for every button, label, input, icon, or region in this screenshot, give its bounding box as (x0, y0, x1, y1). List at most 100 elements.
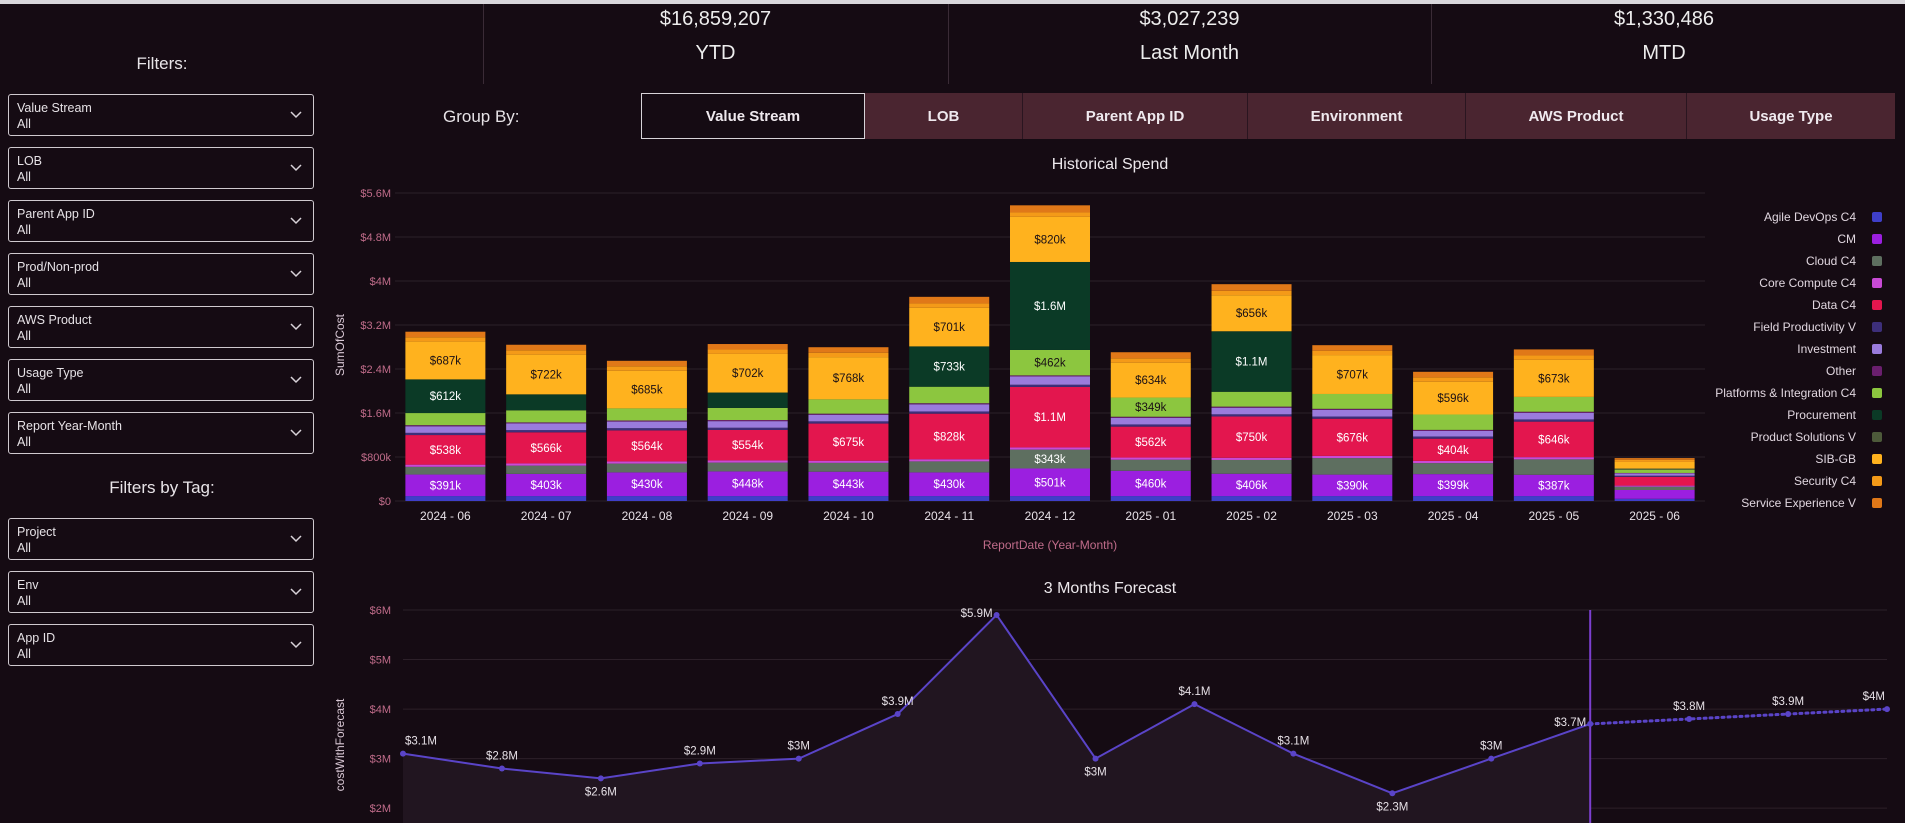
bar-segment-cloud-c4[interactable] (808, 462, 889, 472)
bar-segment-sib-gb[interactable] (1614, 461, 1695, 469)
bar-segment-security-c4[interactable] (405, 337, 486, 342)
data-point[interactable] (1290, 750, 1297, 757)
bar-segment-data-c4[interactable] (405, 435, 486, 465)
bar-segment-service-experience-v[interactable] (405, 331, 486, 338)
bar-segment-cm[interactable] (909, 472, 990, 497)
tab-lob[interactable]: LOB (865, 93, 1023, 139)
bar-segment-platforms-integration-c4[interactable] (1110, 397, 1191, 417)
bar-segment-cloud-c4[interactable] (1010, 449, 1090, 469)
bar-segment-platforms-integration-c4[interactable] (808, 399, 889, 414)
data-point[interactable] (1389, 790, 1396, 797)
bar-segment-procurement[interactable] (1211, 331, 1292, 392)
legend-swatch[interactable] (1872, 432, 1882, 442)
bar-segment-sib-gb[interactable] (1513, 359, 1594, 397)
bar-segment-agile-devops-c4[interactable] (1513, 496, 1594, 501)
bar-segment-other[interactable] (405, 425, 486, 427)
bar-segment-cloud-c4[interactable] (405, 466, 486, 475)
bar-segment-core-compute-c4[interactable] (1413, 460, 1494, 464)
bar-segment-field-productivity-v[interactable] (1211, 414, 1292, 417)
legend-swatch[interactable] (1872, 388, 1882, 398)
legend-swatch[interactable] (1872, 410, 1882, 420)
data-point[interactable] (1488, 755, 1495, 762)
bar-segment-service-experience-v[interactable] (1513, 349, 1594, 356)
bar-segment-service-experience-v[interactable] (1614, 458, 1695, 460)
bar-segment-service-experience-v[interactable] (1110, 352, 1191, 359)
filter-usage-type[interactable]: Usage Type All (8, 359, 314, 401)
bar-segment-security-c4[interactable] (1312, 350, 1393, 356)
legend-swatch[interactable] (1872, 476, 1882, 486)
bar-segment-sib-gb[interactable] (606, 370, 687, 409)
bar-segment-field-productivity-v[interactable] (1513, 419, 1594, 422)
bar-segment-platforms-integration-c4[interactable] (1413, 414, 1494, 430)
tab-value-stream[interactable]: Value Stream (641, 93, 865, 139)
legend-swatch[interactable] (1872, 278, 1882, 288)
bar-segment-cm[interactable] (606, 472, 687, 497)
bar-segment-field-productivity-v[interactable] (1614, 475, 1695, 477)
bar-segment-other[interactable] (1513, 411, 1594, 413)
bar-segment-security-c4[interactable] (808, 352, 889, 358)
legend-swatch[interactable] (1872, 498, 1882, 508)
bar-segment-platforms-integration-c4[interactable] (1614, 469, 1695, 473)
bar-segment-security-c4[interactable] (1010, 212, 1090, 217)
bar-segment-other[interactable] (1614, 472, 1695, 474)
bar-segment-cloud-c4[interactable] (909, 461, 990, 473)
bar-segment-core-compute-c4[interactable] (506, 463, 587, 466)
bar-segment-cm[interactable] (707, 471, 788, 497)
bar-segment-service-experience-v[interactable] (506, 344, 587, 351)
bar-segment-security-c4[interactable] (1614, 459, 1695, 462)
bar-segment-cloud-c4[interactable] (1513, 459, 1594, 475)
bar-segment-product-solutions-v[interactable] (1614, 468, 1695, 470)
filter-aws-product[interactable]: AWS Product All (8, 306, 314, 348)
bar-segment-field-productivity-v[interactable] (506, 430, 587, 433)
bar-segment-core-compute-c4[interactable] (1513, 457, 1594, 460)
bar-segment-core-compute-c4[interactable] (1110, 457, 1191, 460)
bar-segment-agile-devops-c4[interactable] (1312, 496, 1393, 501)
bar-segment-cm[interactable] (1110, 470, 1191, 497)
bar-segment-core-compute-c4[interactable] (1312, 455, 1393, 459)
bar-segment-sib-gb[interactable] (909, 307, 990, 347)
bar-segment-security-c4[interactable] (1513, 355, 1594, 360)
legend-swatch[interactable] (1872, 454, 1882, 464)
bar-segment-field-productivity-v[interactable] (606, 428, 687, 431)
bar-segment-agile-devops-c4[interactable] (1110, 496, 1191, 501)
bar-segment-field-productivity-v[interactable] (707, 427, 788, 430)
bar-segment-investment[interactable] (1312, 409, 1393, 417)
bar-segment-sib-gb[interactable] (1312, 355, 1393, 394)
data-point[interactable] (597, 775, 604, 782)
filter-report-year-month[interactable]: Report Year-Month All (8, 412, 314, 454)
bar-segment-other[interactable] (1312, 408, 1393, 410)
bar-segment-data-c4[interactable] (1010, 386, 1090, 448)
bar-segment-field-productivity-v[interactable] (808, 421, 889, 424)
bar-segment-platforms-integration-c4[interactable] (405, 413, 486, 426)
bar-segment-platforms-integration-c4[interactable] (1312, 393, 1393, 409)
bar-segment-investment[interactable] (506, 423, 587, 431)
bar-segment-service-experience-v[interactable] (707, 344, 788, 350)
bar-segment-field-productivity-v[interactable] (1010, 384, 1090, 387)
bar-segment-field-productivity-v[interactable] (1110, 424, 1191, 427)
bar-segment-procurement[interactable] (506, 394, 587, 411)
bar-segment-data-c4[interactable] (606, 430, 687, 462)
bar-segment-core-compute-c4[interactable] (1211, 457, 1292, 460)
data-point[interactable] (1191, 701, 1198, 708)
bar-segment-agile-devops-c4[interactable] (1211, 496, 1292, 501)
bar-segment-core-compute-c4[interactable] (707, 460, 788, 463)
bar-segment-platforms-integration-c4[interactable] (707, 407, 788, 421)
bar-segment-agile-devops-c4[interactable] (909, 496, 990, 501)
bar-segment-cm[interactable] (808, 471, 889, 497)
tag-filter-env[interactable]: Env All (8, 571, 314, 613)
data-point[interactable] (1092, 755, 1099, 762)
legend-swatch[interactable] (1872, 344, 1882, 354)
bar-segment-procurement[interactable] (1010, 261, 1090, 350)
bar-segment-other[interactable] (1211, 406, 1292, 408)
bar-segment-cloud-c4[interactable] (1312, 458, 1393, 475)
bar-segment-cloud-c4[interactable] (707, 462, 788, 472)
bar-segment-core-compute-c4[interactable] (405, 464, 486, 467)
bar-segment-platforms-integration-c4[interactable] (1513, 396, 1594, 412)
bar-segment-core-compute-c4[interactable] (606, 461, 687, 464)
bar-segment-sib-gb[interactable] (1413, 381, 1494, 415)
legend-swatch[interactable] (1872, 366, 1882, 376)
bar-segment-other[interactable] (506, 422, 587, 424)
bar-segment-data-c4[interactable] (909, 413, 990, 460)
bar-segment-agile-devops-c4[interactable] (405, 496, 486, 501)
bar-segment-investment[interactable] (1513, 412, 1594, 420)
